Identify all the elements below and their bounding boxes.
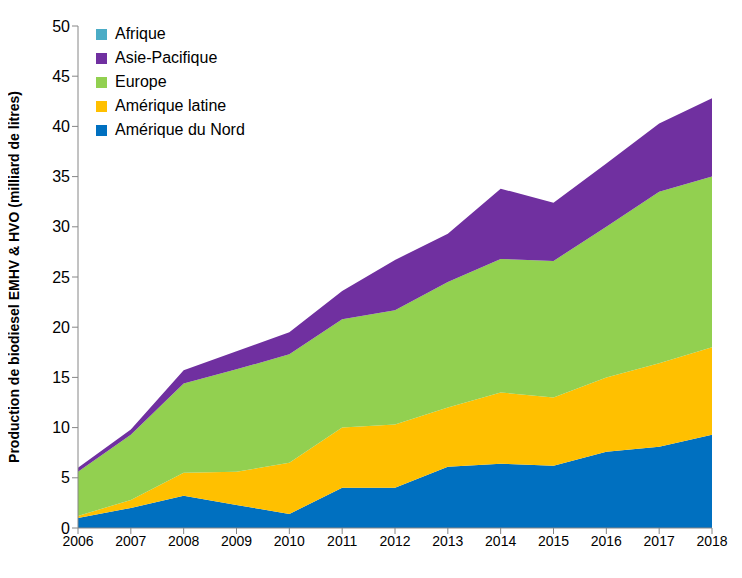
html-text:Europe: Europe <box>115 73 167 90</box>
svg-text:40: 40 <box>52 118 70 135</box>
svg-text:25: 25 <box>52 269 70 286</box>
svg-text:35: 35 <box>52 168 70 185</box>
svg-text:2007: 2007 <box>115 533 146 549</box>
svg-text:2016: 2016 <box>591 533 622 549</box>
svg-text:45: 45 <box>52 68 70 85</box>
svg-text:2017: 2017 <box>644 533 675 549</box>
svg-text:Production de biodiesel EMHV &: Production de biodiesel EMHV & HVO (mill… <box>8 91 22 463</box>
html-text:Afrique: Afrique <box>115 25 166 42</box>
svg-text:2010: 2010 <box>274 533 305 549</box>
svg-text:2015: 2015 <box>538 533 569 549</box>
svg-text:10: 10 <box>52 419 70 436</box>
svg-text:30: 30 <box>52 218 70 235</box>
svg-text:0: 0 <box>61 520 70 537</box>
html-text:Amérique du Nord: Amérique du Nord <box>115 121 245 138</box>
svg-text:2011: 2011 <box>327 533 357 549</box>
svg-text:20: 20 <box>52 319 70 336</box>
svg-text:2012: 2012 <box>379 533 410 549</box>
svg-text:2013: 2013 <box>432 533 463 549</box>
svg-text:2014: 2014 <box>485 533 516 549</box>
svg-text:2008: 2008 <box>168 533 199 549</box>
html-text:Amérique latine: Amérique latine <box>115 97 227 114</box>
svg-text:15: 15 <box>52 369 70 386</box>
svg-text:2009: 2009 <box>221 533 252 549</box>
svg-text:50: 50 <box>52 18 70 35</box>
svg-text:5: 5 <box>61 469 70 486</box>
html-text:Asie-Pacifique: Asie-Pacifique <box>115 49 218 66</box>
svg-text:2006: 2006 <box>62 532 94 549</box>
svg-text:2018: 2018 <box>696 533 727 549</box>
